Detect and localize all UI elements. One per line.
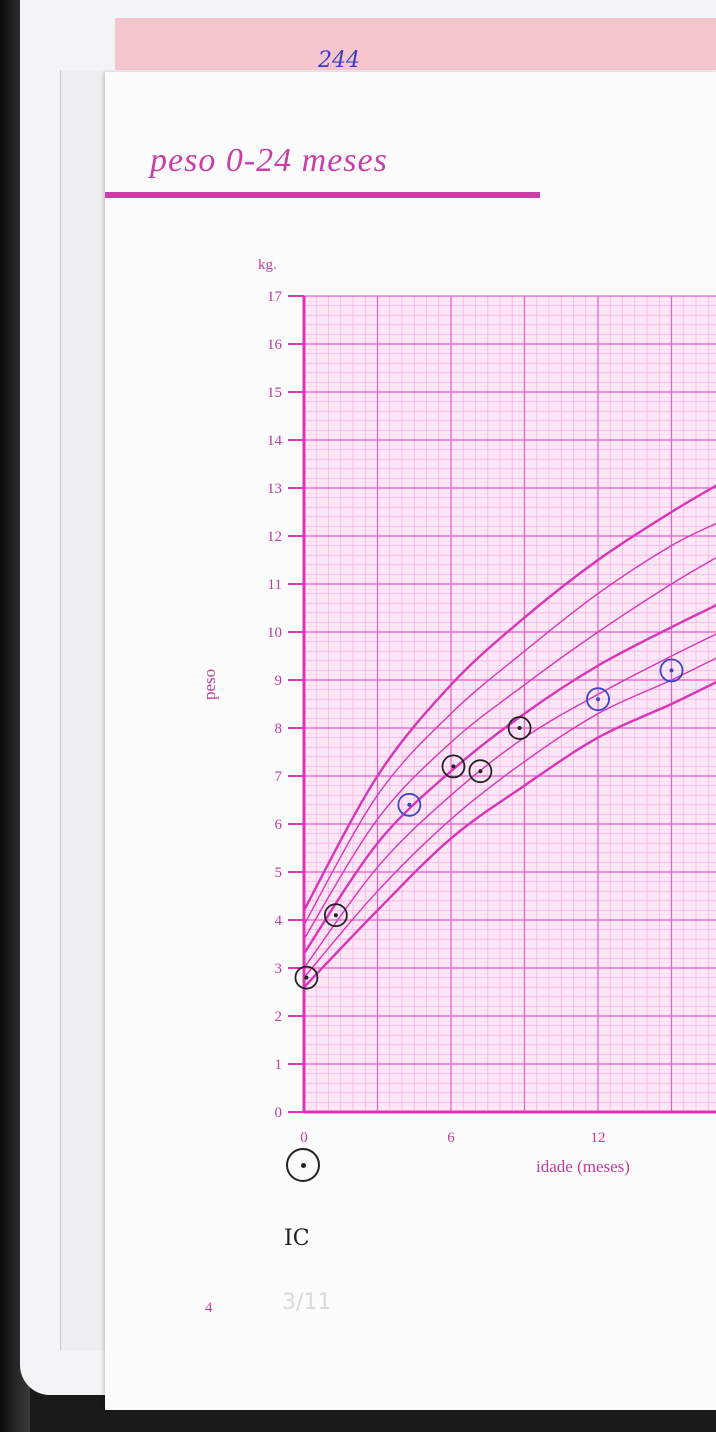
reference-curve-2 — [303, 522, 716, 926]
measurement-circle — [323, 903, 348, 928]
y-tick-label: 15 — [267, 385, 282, 401]
x-axis-label-main: idade (meses) — [536, 1157, 630, 1176]
reference-curve-5 — [303, 633, 716, 969]
legend-note: IC — [284, 1226, 310, 1251]
y-tick-label: 16 — [267, 337, 283, 353]
y-tick-label: 10 — [267, 625, 282, 641]
page-number: 4 — [205, 1300, 213, 1316]
y-tick-label: 17 — [267, 289, 283, 305]
measurement-dot — [478, 769, 483, 774]
legend-marker-icon — [286, 1148, 320, 1182]
y-tick-label: 5 — [275, 865, 283, 881]
measurement-points — [294, 658, 684, 990]
measurement-dot — [669, 668, 674, 673]
y-unit-label: kg. — [258, 257, 277, 273]
x-tick-label: 6 — [447, 1130, 455, 1146]
reference-curve-4 — [303, 604, 716, 955]
y-tick-label: 3 — [275, 961, 283, 977]
reference-curve-1 — [302, 484, 716, 911]
reference-curves — [302, 484, 716, 989]
x-tick-label: 12 — [591, 1130, 606, 1146]
measurement-circle — [397, 792, 422, 817]
x-axis-label: idade (meses) — [536, 1157, 630, 1177]
measurement-dot — [517, 726, 522, 730]
y-tick-label: 7 — [275, 769, 283, 785]
measurement-circle — [507, 716, 532, 740]
legend-date: 3/11 — [282, 1290, 332, 1315]
page-title: peso 0-24 meses — [150, 142, 388, 179]
measurement-circle — [659, 658, 684, 683]
measurement-dot — [451, 764, 456, 769]
pink-tab — [115, 18, 716, 78]
measurement-dot — [304, 975, 309, 980]
x-tick-labels: 0 6 12 — [300, 1130, 605, 1146]
measurement-circle — [441, 754, 466, 779]
measurement-dot — [596, 697, 600, 702]
y-tick-label: 4 — [275, 913, 283, 929]
y-tick-label: 6 — [275, 817, 283, 833]
measurement-dot — [333, 913, 338, 918]
reference-curve-3 — [303, 556, 716, 940]
reference-curve-7 — [303, 680, 716, 989]
y-tick-label: 8 — [275, 721, 283, 737]
title-underline — [105, 192, 540, 198]
measurement-circle — [586, 687, 610, 712]
measurement-dot — [407, 802, 412, 807]
y-tick-label: 13 — [267, 481, 282, 497]
reference-curve-6 — [303, 657, 716, 979]
x-tick-label: 0 — [300, 1130, 308, 1146]
measurement-circle — [468, 759, 493, 784]
y-tick-label: 14 — [267, 433, 283, 449]
y-tick-label: 1 — [275, 1057, 283, 1073]
plot-background — [304, 296, 716, 1112]
y-tick-label: 11 — [268, 577, 282, 593]
axes — [302, 296, 716, 1114]
y-tick-label: 9 — [275, 673, 283, 689]
y-tick-label: 12 — [267, 529, 282, 545]
y-tick-label: 0 — [275, 1105, 283, 1121]
measurement-circle — [294, 965, 319, 990]
y-tick-label: 2 — [275, 1009, 283, 1025]
handwritten-number: 244 — [318, 48, 360, 73]
